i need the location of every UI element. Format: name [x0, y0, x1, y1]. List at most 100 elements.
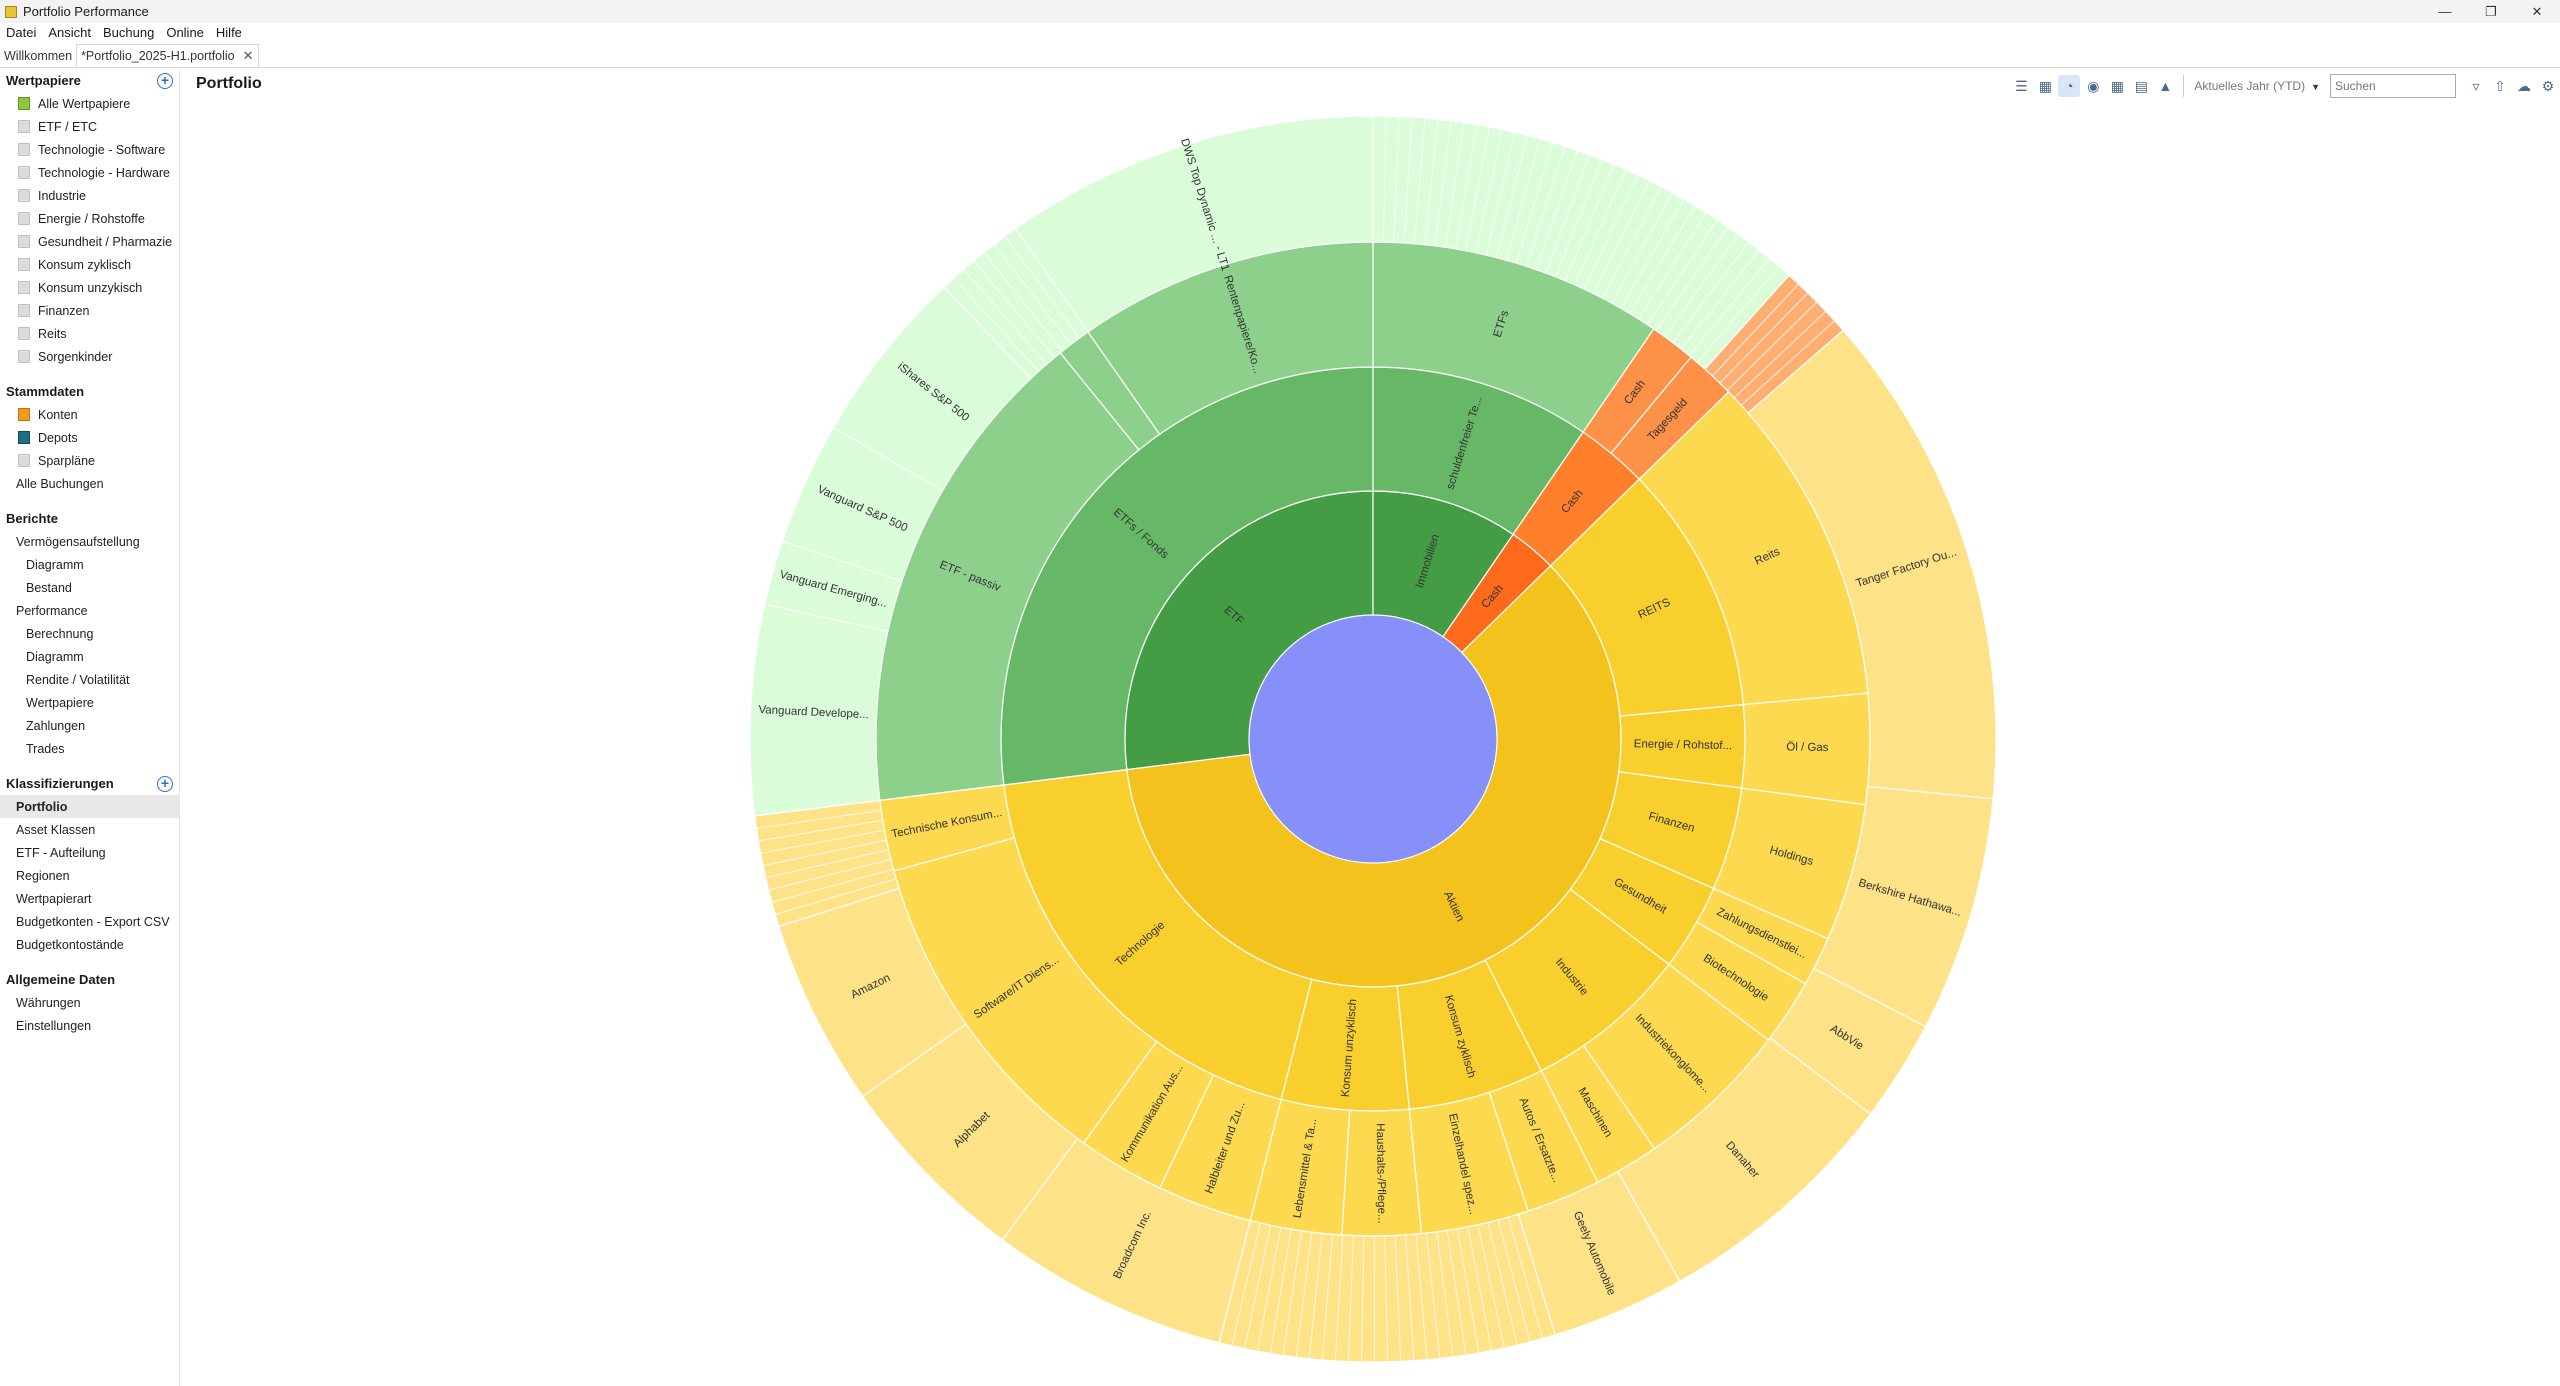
- sidebar-item-industrie[interactable]: Industrie: [0, 184, 179, 207]
- menu-ansicht[interactable]: Ansicht: [48, 25, 91, 40]
- sidebar-item-alle-buchungen[interactable]: Alle Buchungen: [0, 472, 179, 495]
- sidebar-item-label: Trades: [26, 741, 65, 756]
- area-chart-icon[interactable]: ▲: [2158, 78, 2173, 94]
- sunburst-slice-divider: [762, 839, 887, 866]
- sunburst-segment-aktien-other[interactable]: [754, 799, 900, 928]
- sidebar-item-label: Rendite / Volatilität: [26, 672, 130, 687]
- stacked-chart-icon[interactable]: ▤: [2134, 77, 2148, 94]
- sunburst-slice-divider: [1545, 154, 1591, 274]
- sidebar-item-alle-wertpapiere[interactable]: Alle Wertpapiere: [0, 92, 179, 115]
- sunburst-center[interactable]: [1249, 615, 1497, 863]
- sidebar-item-label: Vermögensaufstellung: [16, 534, 140, 549]
- sunburst-slice-divider: [1564, 164, 1615, 281]
- sunburst-slice-divider: [1726, 301, 1818, 391]
- sidebar-item-portfolio[interactable]: Portfolio: [0, 795, 179, 818]
- sidebar-item-zahlungen[interactable]: Zahlungen: [0, 714, 179, 737]
- sidebar-item-sparplaene[interactable]: Sparpläne: [0, 449, 179, 472]
- sidebar-item-sorgenkinder[interactable]: Sorgenkinder: [0, 345, 179, 368]
- sidebar-item-etf-aufteilung[interactable]: ETF - Aufteilung: [0, 841, 179, 864]
- sidebar-item-label: Bestand: [26, 580, 72, 595]
- sidebar-item-label: Performance: [16, 603, 88, 618]
- tab-label: *Portfolio_2025-H1.portfolio: [81, 48, 235, 63]
- minimize-icon[interactable]: —: [2438, 4, 2452, 19]
- settings-gear-icon[interactable]: ⚙: [2541, 77, 2555, 94]
- sidebar-item-trades[interactable]: Trades: [0, 737, 179, 760]
- sidebar-item-etf[interactable]: ETF / ETC: [0, 115, 179, 138]
- savings-plan-icon: [18, 454, 30, 467]
- cloud-icon[interactable]: ☁: [2517, 77, 2531, 94]
- sidebar-item-konten[interactable]: Konten: [0, 403, 179, 426]
- sunburst-slice-divider: [1574, 169, 1627, 285]
- sunburst-slice-divider: [1455, 124, 1478, 249]
- sidebar-item-depots[interactable]: Depots: [0, 426, 179, 449]
- app-icon: [5, 5, 17, 18]
- add-watchlist-icon[interactable]: +: [157, 73, 173, 89]
- sidebar-item-asset-klassen[interactable]: Asset Klassen: [0, 818, 179, 841]
- sidebar-item-budgetkonten[interactable]: Budgetkonten - Export CSV: [0, 910, 179, 933]
- sidebar-item-energie[interactable]: Energie / Rohstoffe: [0, 207, 179, 230]
- sidebar-item-performance[interactable]: Performance: [0, 599, 179, 622]
- search-input[interactable]: [2330, 74, 2456, 98]
- sidebar-item-label: Berechnung: [26, 626, 94, 641]
- sidebar-item-berechnung[interactable]: Berechnung: [0, 622, 179, 645]
- add-classification-icon[interactable]: +: [157, 776, 173, 792]
- tab-willkommen[interactable]: Willkommen: [0, 44, 76, 67]
- menu-datei[interactable]: Datei: [6, 25, 37, 40]
- tab-portfolio-file[interactable]: *Portfolio_2025-H1.portfolio ✕: [76, 44, 259, 67]
- menu-hilfe[interactable]: Hilfe: [215, 25, 242, 40]
- section-title: Allgemeine Daten: [6, 972, 116, 987]
- sidebar-item-tech-hardware[interactable]: Technologie - Hardware: [0, 161, 179, 184]
- close-icon[interactable]: ✕: [2531, 3, 2543, 19]
- section-title: Stammdaten: [6, 384, 85, 399]
- sunburst-slice-divider: [1734, 310, 1827, 399]
- section-stammdaten: Stammdaten: [0, 380, 179, 403]
- sunburst-slice-divider: [1308, 1233, 1323, 1359]
- sidebar-item-performance-wertpapiere[interactable]: Wertpapiere: [0, 691, 179, 714]
- sidebar-item-reits[interactable]: Reits: [0, 322, 179, 345]
- page-title: Portfolio: [196, 75, 262, 92]
- sidebar-item-einstellungen[interactable]: Einstellungen: [0, 1014, 179, 1037]
- sidebar-item-konsum-unzyklisch[interactable]: Konsum unzykisch: [0, 276, 179, 299]
- menu-buchung[interactable]: Buchung: [103, 25, 155, 40]
- sunburst-slice-divider: [994, 244, 1072, 345]
- sidebar-item-konsum-zyklisch[interactable]: Konsum zyklisch: [0, 253, 179, 276]
- sunburst-label: Energie / Rohstof...: [1634, 738, 1733, 752]
- sidebar-item-gesundheit[interactable]: Gesundheit / Pharmazie: [0, 230, 179, 253]
- watchlist-icon: [18, 304, 30, 317]
- donut-view-icon[interactable]: ◉: [2087, 77, 2100, 94]
- editor-tabs: Willkommen *Portfolio_2025-H1.portfolio ✕: [0, 44, 2560, 68]
- sunburst-label: Haushalts-/Pflege...: [1374, 1123, 1388, 1224]
- watchlist-icon: [18, 120, 30, 133]
- sunburst-slice-divider: [1424, 119, 1439, 245]
- sidebar-item-label: Wertpapierart: [16, 891, 92, 906]
- definition-view-icon[interactable]: ☰: [2015, 77, 2028, 94]
- rebalancing-view-icon[interactable]: ▦: [2038, 77, 2052, 94]
- sidebar-item-bestand[interactable]: Bestand: [0, 576, 179, 599]
- sidebar-item-finanzen[interactable]: Finanzen: [0, 299, 179, 322]
- filter-icon[interactable]: ▿: [2472, 77, 2480, 94]
- restore-icon[interactable]: ❐: [2485, 3, 2497, 19]
- period-dropdown[interactable]: Aktuelles Jahr (YTD) ▼: [2190, 79, 2324, 93]
- sidebar-item-vermoegensaufstellung[interactable]: Vermögensaufstellung: [0, 530, 179, 553]
- menu-online[interactable]: Online: [166, 25, 204, 40]
- sunburst-slice-divider: [775, 878, 897, 915]
- treemap-view-icon[interactable]: ▦: [2110, 77, 2124, 94]
- sidebar-item-rendite-volatilitaet[interactable]: Rendite / Volatilität: [0, 668, 179, 691]
- sunburst-view-icon[interactable]: ◔: [2058, 75, 2081, 97]
- tab-close-icon[interactable]: ✕: [242, 47, 254, 63]
- sidebar-item-regionen[interactable]: Regionen: [0, 864, 179, 887]
- sunburst-slice-divider: [1425, 1233, 1441, 1359]
- sunburst-label: Öl / Gas: [1786, 741, 1829, 754]
- sidebar-item-tech-software[interactable]: Technologie - Software: [0, 138, 179, 161]
- sunburst-slice-divider: [1620, 198, 1685, 309]
- sidebar-item-wertpapierart[interactable]: Wertpapierart: [0, 887, 179, 910]
- sunburst-slice-divider: [765, 849, 889, 879]
- export-icon[interactable]: ⇧: [2494, 77, 2506, 94]
- sidebar-item-label: Gesundheit / Pharmazie: [38, 234, 173, 249]
- sidebar-item-budgetkontostaende[interactable]: Budgetkontostände: [0, 933, 179, 956]
- sidebar-item-performance-diagramm[interactable]: Diagramm: [0, 645, 179, 668]
- watchlist-icon: [18, 327, 30, 340]
- sidebar-item-waehrungen[interactable]: Währungen: [0, 991, 179, 1014]
- sidebar-item-diagramm[interactable]: Diagramm: [0, 553, 179, 576]
